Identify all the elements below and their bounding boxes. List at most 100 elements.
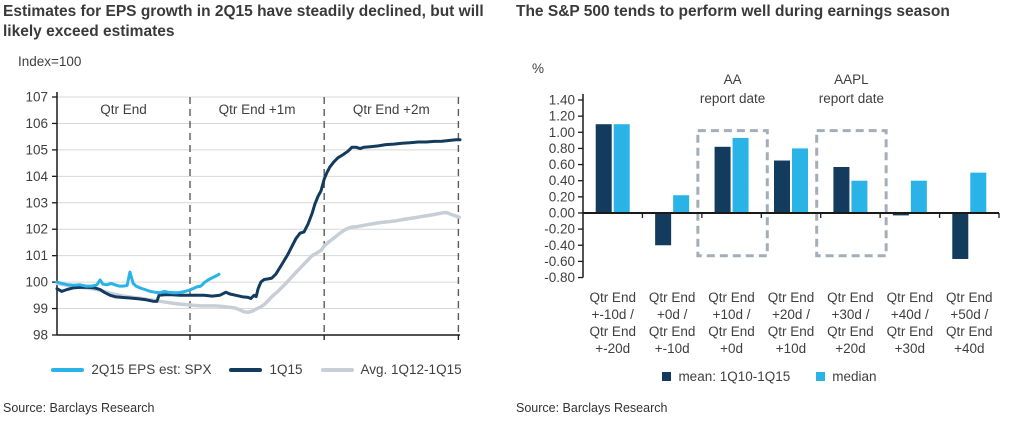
- x-category-label: +-20d: [595, 341, 630, 356]
- legend-swatch: [51, 367, 85, 372]
- earnings-bar-chart: AA report date AAPL report date 1.401.201.00…: [544, 72, 1000, 356]
- x-category-label: Qtr End: [946, 290, 993, 305]
- bar-mean: [774, 160, 790, 213]
- x-category-label: Qtr End: [589, 324, 636, 339]
- y-tick-label: 107: [25, 90, 48, 105]
- y-tick-label: -0.20: [544, 222, 575, 237]
- series-line-avg-1q12-1q15: [55, 210, 461, 315]
- legend-swatch: [662, 372, 672, 381]
- y-tick-label: 106: [25, 116, 48, 131]
- legend-item: mean: 1Q10-1Q15: [662, 369, 790, 384]
- x-category-label: +20d /: [772, 307, 810, 322]
- x-category-label: Qtr End: [827, 324, 874, 339]
- y-tick-label: 0.20: [549, 189, 575, 204]
- right-chart-title: The S&P 500 tends to perform well during…: [516, 3, 950, 20]
- left-chart-title: Estimates for EPS growth in 2Q15 have st…: [3, 3, 484, 41]
- report-date-highlight-box: [815, 129, 888, 258]
- x-category-label: Qtr End: [768, 324, 815, 339]
- y-tick-label: 0.60: [549, 157, 575, 172]
- x-category-label: Qtr End: [649, 324, 696, 339]
- bar-median: [910, 180, 927, 213]
- x-category-label: +40d: [954, 341, 984, 356]
- legend-item: 1Q15: [229, 362, 303, 377]
- bar-mean: [952, 212, 969, 259]
- y-tick-label: 0.40: [549, 173, 575, 188]
- y-tick-label: -0.40: [544, 238, 575, 253]
- right-source-note: Source: Barclays Research: [516, 401, 668, 415]
- y-tick-label: -0.60: [544, 254, 575, 269]
- section-label: Qtr End +1m: [219, 102, 296, 117]
- series-line-2q15-eps-est-spx: [55, 270, 221, 295]
- x-category-label: Qtr End: [827, 290, 874, 305]
- left-chart-legend: 2Q15 EPS est: SPX 1Q15 Avg. 1Q12-1Q15: [0, 362, 513, 377]
- x-category-label: Qtr End: [946, 324, 993, 339]
- bar-mean: [595, 124, 612, 213]
- annotation-label: report date: [700, 91, 765, 106]
- y-tick-label: 104: [25, 169, 48, 184]
- annotation-label: AA: [724, 72, 742, 87]
- x-category-label: Qtr End: [768, 290, 815, 305]
- bar-mean: [714, 146, 731, 213]
- y-tick-label: 0.00: [549, 205, 575, 220]
- legend-label: Avg. 1Q12-1Q15: [360, 362, 462, 377]
- bar-mean: [833, 166, 850, 213]
- legend-swatch: [320, 367, 354, 372]
- x-category-label: Qtr End: [708, 290, 755, 305]
- bar-median: [613, 124, 630, 213]
- y-tick-label: 1.00: [549, 125, 575, 140]
- bar-mean: [655, 212, 672, 246]
- bar-median: [673, 195, 690, 213]
- bar-median: [792, 148, 808, 213]
- y-tick-label: 103: [25, 195, 48, 210]
- legend-item: 2Q15 EPS est: SPX: [51, 362, 211, 377]
- x-category-label: Qtr End: [887, 324, 934, 339]
- y-tick-label: 101: [25, 248, 48, 263]
- bar-median: [970, 172, 987, 213]
- y-tick-label: 105: [25, 142, 48, 157]
- x-category-label: +20d: [835, 341, 865, 356]
- right-axis-unit-label: %: [532, 61, 545, 76]
- x-category-label: +10d /: [713, 307, 751, 322]
- x-category-label: +10d: [776, 341, 806, 356]
- x-category-label: +-10d /: [592, 307, 635, 322]
- legend-item: median: [816, 369, 877, 384]
- eps-estimates-panel: Estimates for EPS growth in 2Q15 have st…: [0, 3, 513, 415]
- legend-label: 2Q15 EPS est: SPX: [91, 362, 212, 377]
- y-tick-label: 0.80: [549, 141, 575, 156]
- earnings-season-panel: The S&P 500 tends to perform well during…: [513, 0, 1026, 426]
- bar-mean: [892, 212, 909, 216]
- y-tick-label: 1.20: [549, 109, 575, 124]
- series-line-1q15: [55, 138, 462, 303]
- annotation-label: report date: [819, 91, 884, 106]
- left-axis-unit-label: Index=100: [18, 54, 82, 69]
- x-category-label: +30d /: [831, 307, 869, 322]
- y-tick-label: 1.40: [549, 93, 575, 108]
- section-label: Qtr End: [100, 102, 147, 117]
- legend-item: Avg. 1Q12-1Q15: [320, 362, 462, 377]
- x-category-label: +0d: [720, 341, 743, 356]
- x-category-label: +30d: [895, 341, 925, 356]
- x-category-label: Qtr End: [589, 290, 636, 305]
- x-category-label: +40d /: [891, 307, 929, 322]
- bar-median: [851, 180, 868, 213]
- x-category-label: +50d /: [950, 307, 988, 322]
- x-category-label: +-10d: [655, 341, 690, 356]
- x-category-label: Qtr End: [887, 290, 934, 305]
- y-tick-label: 102: [25, 222, 48, 237]
- legend-swatch: [229, 367, 263, 372]
- x-category-label: Qtr End: [708, 324, 755, 339]
- bar-median: [732, 137, 749, 213]
- left-source-note: Source: Barclays Research: [3, 401, 155, 415]
- y-tick-label: 98: [33, 328, 48, 343]
- section-label: Qtr End +2m: [353, 102, 430, 117]
- x-category-label: Qtr End: [649, 290, 696, 305]
- y-tick-label: 99: [33, 301, 48, 316]
- x-category-label: +0d /: [657, 307, 688, 322]
- legend-swatch: [816, 372, 826, 381]
- right-chart-legend: mean: 1Q10-1Q15 median: [513, 369, 1026, 384]
- y-tick-label: 100: [25, 275, 48, 290]
- legend-label: mean: 1Q10-1Q15: [678, 369, 791, 384]
- annotation-label: AAPL: [834, 72, 869, 87]
- report-date-highlight-box: [696, 129, 769, 258]
- legend-label: median: [832, 369, 877, 384]
